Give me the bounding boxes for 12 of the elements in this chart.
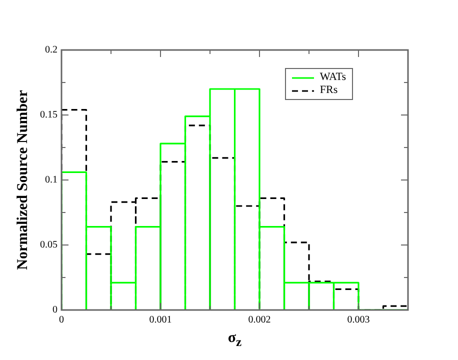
x-tick-label: 0.003 (347, 314, 370, 326)
y-tick-label: 0.1 (45, 174, 58, 186)
y-tick-label: 0 (52, 304, 58, 316)
x-tick-label: 0.001 (149, 314, 172, 326)
legend-label: FRs (320, 84, 338, 97)
y-axis-title: Normalized Source Number (14, 90, 31, 270)
y-tick-label: 0.05 (40, 240, 58, 251)
legend-label: WATs (320, 71, 346, 84)
x-axis-title: σ$_{z}$ (228, 330, 242, 350)
x-tick-label: 0.002 (248, 314, 271, 326)
y-tick-label: 0.2 (45, 44, 58, 56)
y-tick-label: 0.15 (40, 110, 58, 121)
